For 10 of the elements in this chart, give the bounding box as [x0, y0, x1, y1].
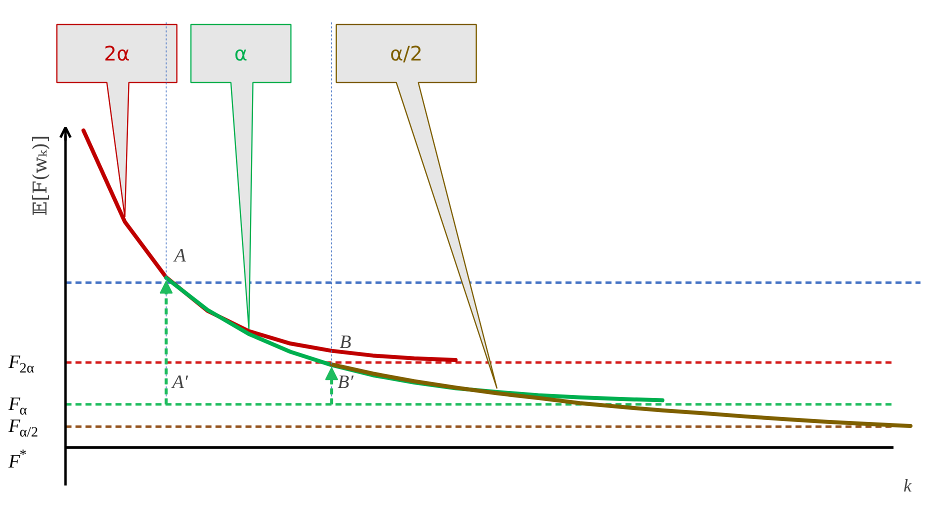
annotation: A′: [170, 372, 189, 393]
text: α: [234, 42, 248, 66]
text: α/2: [390, 42, 423, 66]
annotation: A: [172, 245, 186, 266]
text: 2α: [104, 42, 130, 66]
x-axis-title: k: [904, 476, 912, 496]
ref-line-label: F*: [8, 446, 27, 472]
y-axis-title: 𝔼[F(wₖ)]: [30, 135, 52, 216]
annotation: B: [340, 332, 352, 353]
annotation: B′: [338, 372, 354, 393]
